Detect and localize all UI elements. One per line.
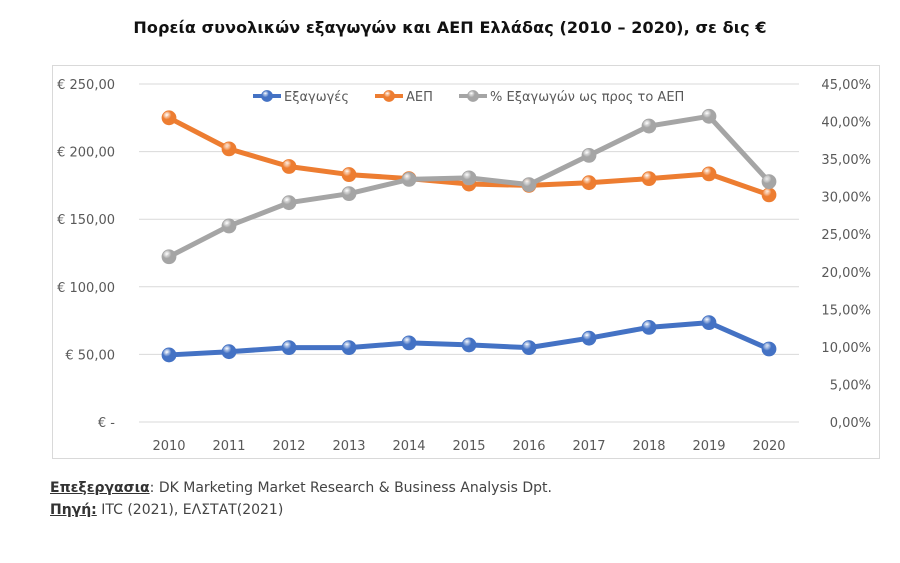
data-point [341,167,357,182]
data-point [761,341,777,357]
data-point [161,110,177,126]
x-tick-label: 2017 [572,439,605,454]
legend-marker [467,90,479,102]
legend-label: ΑΕΠ [406,90,433,105]
data-point [701,108,717,124]
data-point [281,340,297,356]
data-point [581,330,597,346]
data-point [161,347,177,363]
chart-area: € - € 50,00 € 100,00 € 150,00 € 200,00 € 250,… [52,65,880,459]
y-right-tick-label: 40,00% [821,116,871,131]
source-text: ITC (2021), ΕΛΣΤΑΤ(2021) [96,502,284,518]
data-point [761,187,777,203]
data-point [641,171,657,187]
processing-note: Επεξεργασια: DK Marketing Market Researc… [50,480,552,496]
processing-text: : DK Marketing Market Research & Busines… [149,480,552,496]
y-left-tick-label: € 50,00 [65,348,115,363]
x-tick-label: 2019 [692,439,725,454]
data-point [341,186,357,202]
y-right-tick-label: 45,00% [821,78,871,93]
y-left-tick-label: € 100,00 [57,281,115,296]
line-chart: € - € 50,00 € 100,00 € 150,00 € 200,00 € 250,… [57,78,871,454]
source-note: Πηγή: ITC (2021), ΕΛΣΤΑΤ(2021) [50,502,283,518]
data-point [521,340,537,356]
x-tick-label: 2011 [212,439,245,454]
legend-marker [383,90,395,102]
y-left-tick-label: € 150,00 [57,213,115,228]
x-tick-label: 2014 [392,439,425,454]
x-tick-label: 2012 [272,439,305,454]
y-left-tick-label: € 250,00 [57,78,115,93]
x-tick-label: 2016 [512,439,545,454]
chart-title: Πορεία συνολικών εξαγωγών και ΑΕΠ Ελλάδα… [133,18,767,37]
y-right-tick-label: 35,00% [821,153,871,168]
processing-label: Επεξεργασια [50,480,150,496]
y-right-tick-label: 30,00% [821,191,871,206]
data-point [461,337,477,353]
data-point [701,166,717,182]
data-point [161,249,177,265]
data-point [221,141,237,157]
y-right-tick-label: 10,00% [821,341,871,356]
data-point [221,344,237,360]
data-point [281,159,297,174]
x-tick-label: 2015 [452,439,485,454]
source-label: Πηγή: [50,502,97,518]
x-tick-label: 2020 [752,439,785,454]
data-point [221,218,237,234]
data-point [581,147,597,163]
x-tick-label: 2010 [152,439,185,454]
data-point [521,177,537,193]
x-tick-label: 2013 [332,439,365,454]
data-point [581,175,597,191]
data-point [761,174,777,190]
data-point [341,340,357,356]
data-point [701,315,717,331]
data-point [401,171,417,187]
y-left-tick-label: € 200,00 [57,146,115,161]
data-point [401,335,417,351]
data-point [461,170,477,186]
y-right-tick-label: 15,00% [821,303,871,318]
data-point [641,319,657,335]
data-point [641,118,657,134]
x-tick-label: 2018 [632,439,665,454]
legend-label: % Εξαγωγών ως προς το ΑΕΠ [490,90,684,105]
legend-label: Εξαγωγές [284,90,349,105]
y-right-tick-label: 25,00% [821,228,871,243]
y-right-tick-label: 5,00% [830,378,871,393]
y-left-tick-label: € - [98,416,115,431]
y-right-tick-label: 0,00% [830,416,871,431]
y-right-tick-label: 20,00% [821,266,871,281]
legend-marker [261,90,273,102]
data-point [281,195,297,211]
